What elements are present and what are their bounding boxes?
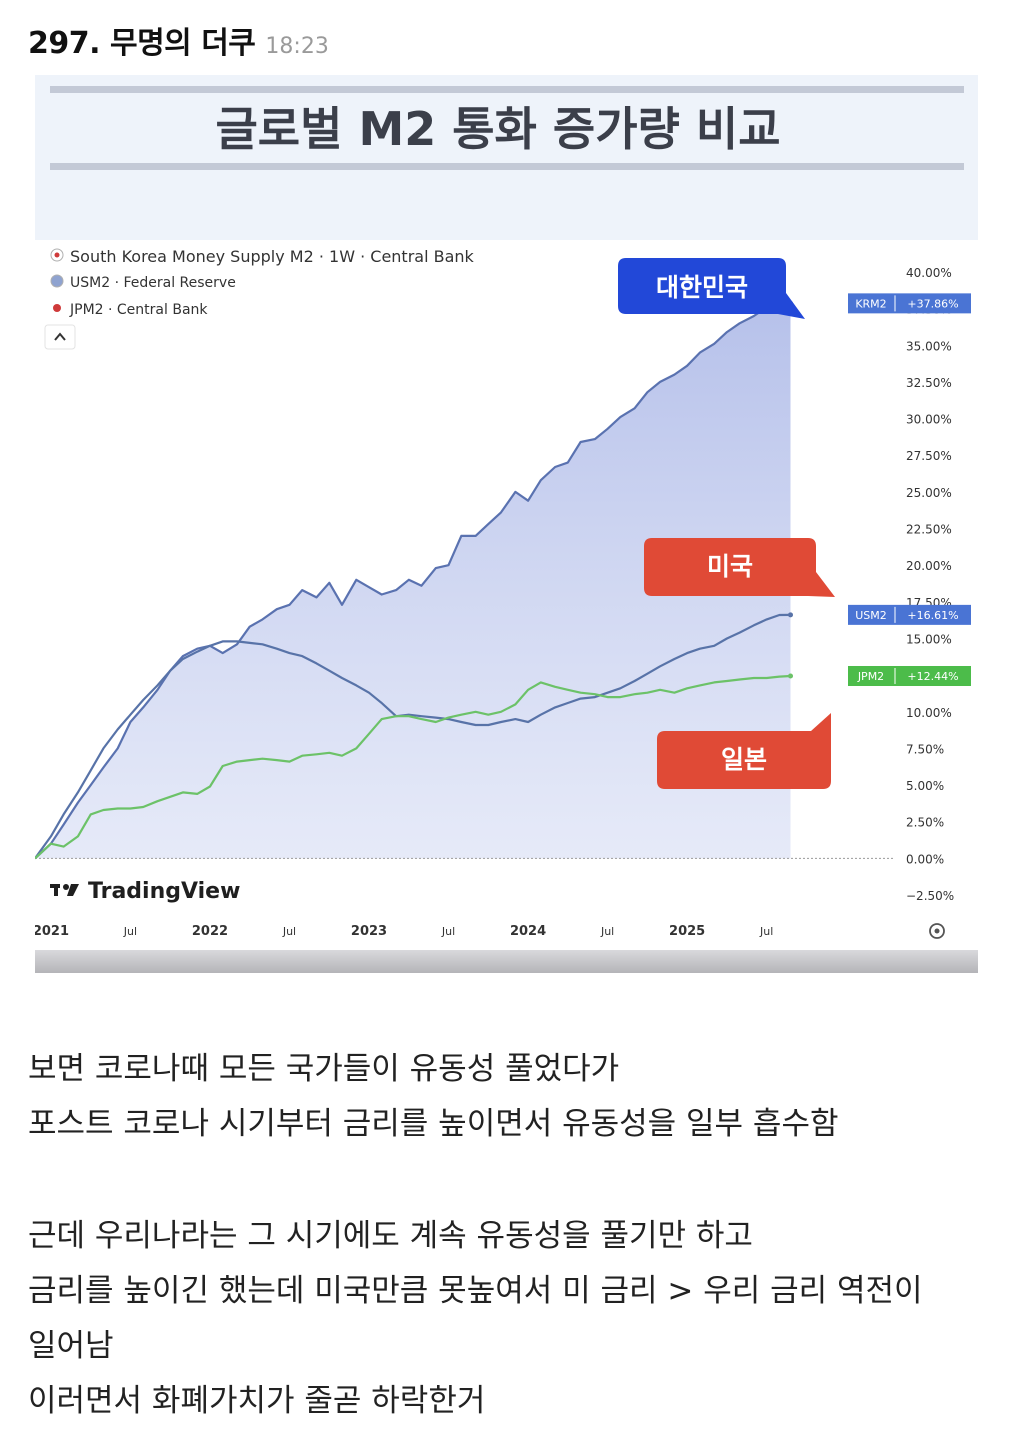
title-bar-top <box>50 86 964 93</box>
japan-flag-icon <box>53 304 61 312</box>
y-tick-label: 22.50% <box>906 523 952 537</box>
title-bar-bottom <box>50 163 964 170</box>
badge-last-value: +16.61% <box>907 609 958 622</box>
legend-collapse-button[interactable] <box>44 324 76 350</box>
badge-series-name: KRM2 <box>855 297 886 310</box>
series-endpoint-jpm2 <box>788 673 794 679</box>
post-title: 297. 무명의 더쿠 <box>28 26 256 61</box>
x-axis: 2021 Jul 2022 Jul 2023 Jul 2024 Jul 2025 Jul <box>35 924 773 939</box>
callout-korea-label: 대한민국 <box>656 273 748 302</box>
last-value-badge-krm2 <box>848 293 971 314</box>
series-endpoint-usm2 <box>788 612 794 618</box>
y-tick-label: 7.50% <box>906 742 944 756</box>
m2-comparison-chart: 글로벌 M2 통화 증가량 비교 40.00%37.50%35.00%32.50… <box>35 75 978 973</box>
x-tick-label: 2021 <box>35 924 69 939</box>
series-line-krm2 <box>35 300 791 860</box>
x-tick-label: 2024 <box>510 924 546 939</box>
tradingview-wordmark: TradingView <box>88 879 240 904</box>
callout-usa <box>644 538 835 597</box>
callout-korea <box>618 258 805 319</box>
y-tick-label: 35.00% <box>906 339 952 353</box>
post-time: 18:23 <box>265 34 329 59</box>
korea-flag-center <box>54 252 60 258</box>
callout-usa-label: 미국 <box>707 552 753 581</box>
callout-japan <box>657 713 831 789</box>
series-area-krm2 <box>35 301 791 859</box>
chart-image: 글로벌 M2 통화 증가량 비교 40.00%37.50%35.00%32.50… <box>35 75 978 973</box>
y-tick-label: −2.50% <box>906 889 954 903</box>
line-layer <box>35 300 794 860</box>
callout-japan-label: 일본 <box>721 745 767 774</box>
post-body: 보면 코로나때 모든 국가들이 유동성 풀었다가 포스트 코로나 시기부터 금리… <box>28 1042 998 1429</box>
x-tick-label: 2023 <box>351 924 387 939</box>
badge-series-name: JPM2 <box>857 670 884 683</box>
post-line: 보면 코로나때 모든 국가들이 유동성 풀었다가 <box>28 1051 620 1087</box>
y-tick-label: 40.00% <box>906 266 952 280</box>
settings-icon[interactable] <box>929 923 945 939</box>
badge-last-value: +37.86% <box>907 297 958 310</box>
legend-label-jpm2: JPM2 · Central Bank <box>69 302 208 318</box>
y-tick-label: 10.00% <box>906 706 952 720</box>
y-tick-label: 27.50% <box>906 449 952 463</box>
y-tick-label: 32.50% <box>906 376 952 390</box>
x-tick-label: 2022 <box>192 924 228 939</box>
tradingview-logo: TradingView <box>50 879 240 904</box>
chart-settings[interactable] <box>929 923 945 939</box>
last-value-badge-usm2 <box>848 604 971 625</box>
paragraph-gap <box>28 1152 998 1209</box>
y-tick-label: 0.00% <box>906 852 944 866</box>
post-header: 297. 무명의 더쿠 18:23 <box>28 18 329 62</box>
post-line: 일어남 <box>28 1328 114 1364</box>
chevron-up-icon <box>54 332 66 341</box>
badge-series-name: USM2 <box>855 609 887 622</box>
y-tick-label: 5.00% <box>906 779 944 793</box>
series-line-usm2 <box>35 613 791 860</box>
legend-label-krm2: South Korea Money Supply M2 · 1W · Centr… <box>70 247 475 266</box>
x-tick-label: Jul <box>282 925 296 938</box>
last-value-badges: KRM2 +37.86% USM2 +16.61% JPM2 +12.44% <box>848 293 971 686</box>
legend-label-usm2: USM2 · Federal Reserve <box>70 275 236 291</box>
badge-last-value: +12.44% <box>907 670 958 683</box>
image-bottom-edge <box>35 950 978 973</box>
y-tick-label: 25.00% <box>906 486 952 500</box>
series-line-jpm2 <box>35 674 791 860</box>
x-tick-label: Jul <box>441 925 455 938</box>
title-banner <box>35 75 978 240</box>
post-line: 이러면서 화폐가치가 줄곧 하락한거 <box>28 1383 486 1419</box>
y-tick-label: 30.00% <box>906 413 952 427</box>
chart-legend: South Korea Money Supply M2 · 1W · Centr… <box>44 247 475 350</box>
post-line: 금리를 높이긴 했는데 미국만큼 못높여서 미 금리 > 우리 금리 역전이 <box>28 1273 923 1309</box>
y-tick-label: 2.50% <box>906 816 944 830</box>
last-value-badge-jpm2 <box>848 665 971 686</box>
us-flag-icon <box>50 274 64 288</box>
y-tick-label: 15.00% <box>906 632 952 646</box>
post-line: 근데 우리나라는 그 시기에도 계속 유동성을 풀기만 하고 <box>28 1218 753 1254</box>
x-tick-label: 2025 <box>669 924 705 939</box>
x-tick-label: Jul <box>123 925 137 938</box>
chart-title: 글로벌 M2 통화 증가량 비교 <box>215 102 780 156</box>
post-line: 포스트 코로나 시기부터 금리를 높이면서 유동성을 일부 흡수함 <box>28 1106 839 1142</box>
x-tick-label: Jul <box>759 925 773 938</box>
callouts: 대한민국 미국 일본 <box>618 258 835 789</box>
x-tick-label: Jul <box>600 925 614 938</box>
fill-layer <box>35 301 791 859</box>
y-tick-label: 20.00% <box>906 559 952 573</box>
